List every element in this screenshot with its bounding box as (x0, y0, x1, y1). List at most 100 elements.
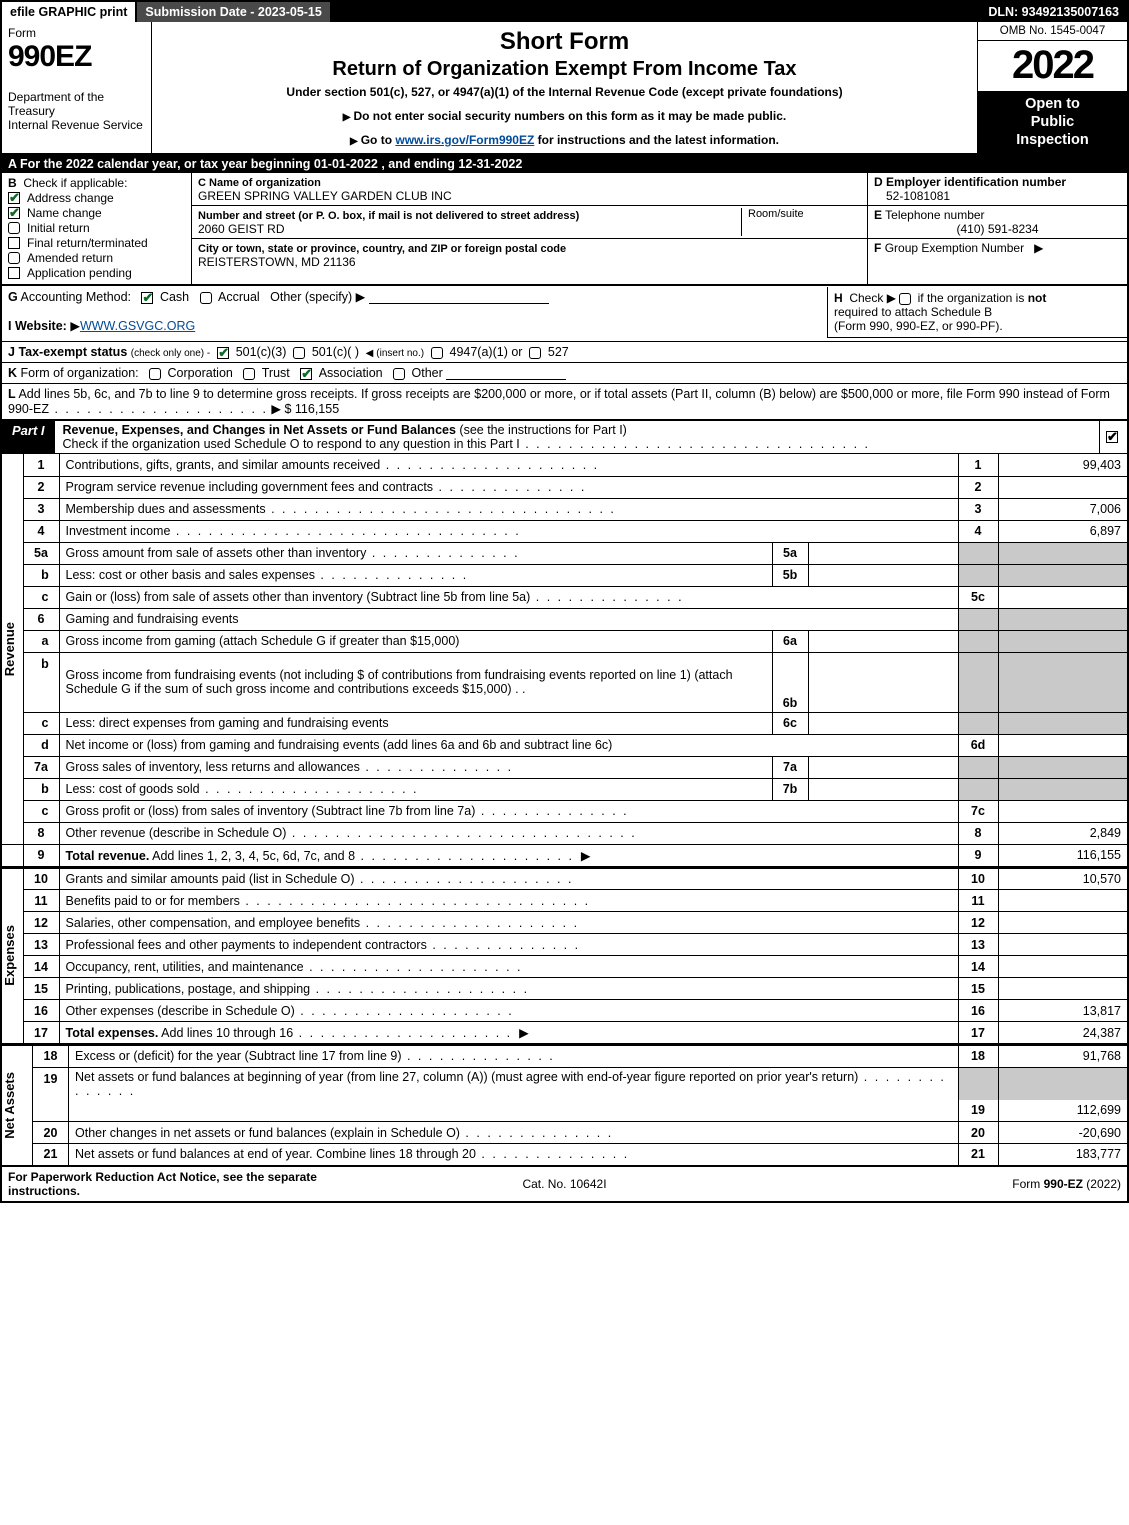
table-row: 5a Gross amount from sale of assets othe… (1, 542, 1128, 564)
table-row: 12 Salaries, other compensation, and emp… (1, 912, 1128, 934)
table-row: a Gross income from gaming (attach Sched… (1, 630, 1128, 652)
table-row: c Gross profit or (loss) from sales of i… (1, 800, 1128, 822)
chk-association[interactable] (300, 368, 312, 380)
submission-date: Submission Date - 2023-05-15 (137, 2, 331, 22)
table-row: 2 Program service revenue including gove… (1, 476, 1128, 498)
chk-name-change[interactable]: Name change (8, 206, 185, 220)
header-left: Form 990EZ Department of the Treasury In… (2, 22, 152, 153)
chk-other-org[interactable] (393, 368, 405, 380)
table-row: 21 Net assets or fund balances at end of… (1, 1144, 1128, 1166)
table-row: b Gross income from fundraising events (… (1, 652, 1128, 712)
chk-501c[interactable] (293, 347, 305, 359)
table-row: c Less: direct expenses from gaming and … (1, 712, 1128, 734)
table-row: d Net income or (loss) from gaming and f… (1, 734, 1128, 756)
chk-address-change[interactable]: Address change (8, 191, 185, 205)
ein-value: 52-1081081 (874, 189, 950, 203)
table-row: b Less: cost or other basis and sales ex… (1, 564, 1128, 586)
table-row: 20 Other changes in net assets or fund b… (1, 1122, 1128, 1144)
chk-cash[interactable] (141, 292, 153, 304)
table-row: 19 112,699 (1, 1100, 1128, 1122)
chk-527[interactable] (529, 347, 541, 359)
line-g-h: H Check ▶ if the organization is not req… (0, 286, 1129, 342)
chk-schedule-b[interactable] (899, 293, 911, 305)
table-row: Net Assets 18 Excess or (deficit) for th… (1, 1045, 1128, 1067)
chk-initial-return[interactable]: Initial return (8, 221, 185, 235)
line-h-box: H Check ▶ if the organization is not req… (827, 287, 1127, 338)
table-row: Revenue 1 Contributions, gifts, grants, … (1, 454, 1128, 476)
chk-schedule-o-part1[interactable] (1106, 431, 1118, 443)
form-footer-label: Form 990-EZ (2022) (750, 1177, 1121, 1191)
catalog-number: Cat. No. 10642I (379, 1177, 750, 1191)
part-1-tab: Part I (2, 421, 55, 453)
table-row: 4 Investment income 4 6,897 (1, 520, 1128, 542)
org-street: 2060 GEIST RD (198, 222, 284, 236)
dept-treasury: Department of the Treasury (8, 90, 145, 118)
chk-4947[interactable] (431, 347, 443, 359)
netassets-table: Net Assets 18 Excess or (deficit) for th… (0, 1044, 1129, 1167)
chk-501c3[interactable] (217, 347, 229, 359)
line-k: K Form of organization: Corporation Trus… (0, 363, 1129, 384)
form-header: Form 990EZ Department of the Treasury In… (0, 22, 1129, 155)
page-footer: For Paperwork Reduction Act Notice, see … (0, 1167, 1129, 1203)
room-suite: Room/suite (741, 208, 861, 236)
paperwork-notice: For Paperwork Reduction Act Notice, see … (8, 1170, 379, 1198)
table-row: 16 Other expenses (describe in Schedule … (1, 1000, 1128, 1022)
table-row: b Less: cost of goods sold 7b (1, 778, 1128, 800)
chk-final-return[interactable]: Final return/terminated (8, 236, 185, 250)
gross-receipts: $ 116,155 (284, 402, 339, 416)
irs-link[interactable]: www.irs.gov/Form990EZ (395, 133, 534, 147)
table-row: 19 Net assets or fund balances at beginn… (1, 1067, 1128, 1100)
expenses-table: Expenses 10 Grants and similar amounts p… (0, 867, 1129, 1045)
table-row: 9 Total revenue. Add lines 1, 2, 3, 4, 5… (1, 844, 1128, 866)
org-city: REISTERSTOWN, MD 21136 (198, 255, 356, 269)
subtitle-section: Under section 501(c), 527, or 4947(a)(1)… (160, 85, 969, 99)
instructions-link-line: Go to www.irs.gov/Form990EZ for instruct… (160, 133, 969, 147)
section-c: C Name of organization GREEN SPRING VALL… (192, 173, 867, 284)
telephone-value: (410) 591-8234 (874, 222, 1121, 236)
table-row: 8 Other revenue (describe in Schedule O)… (1, 822, 1128, 844)
top-bar: efile GRAPHIC print Submission Date - 20… (0, 0, 1129, 22)
section-b: B Check if applicable: Address change Na… (2, 173, 192, 284)
form-word: Form (8, 26, 145, 40)
table-row: c Gain or (loss) from sale of assets oth… (1, 586, 1128, 608)
title-return: Return of Organization Exempt From Incom… (160, 58, 969, 81)
table-row: 11 Benefits paid to or for members 11 (1, 890, 1128, 912)
omb-number: OMB No. 1545-0047 (978, 22, 1127, 41)
title-short-form: Short Form (160, 28, 969, 56)
table-row: 6 Gaming and fundraising events (1, 608, 1128, 630)
dln-label: DLN: 93492135007163 (980, 2, 1127, 22)
line-a-tax-year: A For the 2022 calendar year, or tax yea… (0, 155, 1129, 173)
chk-amended-return[interactable]: Amended return (8, 251, 185, 265)
tax-year: 2022 (978, 41, 1127, 91)
chk-application-pending[interactable]: Application pending (8, 266, 185, 280)
table-row: Expenses 10 Grants and similar amounts p… (1, 868, 1128, 890)
table-row: 14 Occupancy, rent, utilities, and maint… (1, 956, 1128, 978)
form-number: 990EZ (8, 40, 145, 74)
website-link[interactable]: WWW.GSVGC.ORG (80, 319, 195, 333)
chk-trust[interactable] (243, 368, 255, 380)
table-row: 3 Membership dues and assessments 3 7,00… (1, 498, 1128, 520)
revenue-vlabel: Revenue (2, 622, 17, 676)
header-center: Short Form Return of Organization Exempt… (152, 22, 977, 153)
chk-corporation[interactable] (149, 368, 161, 380)
chk-accrual[interactable] (200, 292, 212, 304)
section-def: D Employer identification number 52-1081… (867, 173, 1127, 284)
table-row: 15 Printing, publications, postage, and … (1, 978, 1128, 1000)
dept-irs: Internal Revenue Service (8, 118, 145, 132)
revenue-table: Revenue 1 Contributions, gifts, grants, … (0, 454, 1129, 867)
ssn-warning: Do not enter social security numbers on … (160, 109, 969, 123)
table-row: 7a Gross sales of inventory, less return… (1, 756, 1128, 778)
org-info-block: B Check if applicable: Address change Na… (0, 173, 1129, 286)
table-row: 13 Professional fees and other payments … (1, 934, 1128, 956)
part-1-title: Revenue, Expenses, and Changes in Net As… (55, 421, 1099, 453)
efile-print-button[interactable]: efile GRAPHIC print (2, 2, 137, 22)
topbar-spacer (332, 2, 981, 22)
part-1-header: Part I Revenue, Expenses, and Changes in… (0, 421, 1129, 454)
header-right: OMB No. 1545-0047 2022 Open to Public In… (977, 22, 1127, 153)
netassets-vlabel: Net Assets (2, 1072, 17, 1139)
inspection-badge: Open to Public Inspection (978, 91, 1127, 153)
line-l: L Add lines 5b, 6c, and 7b to line 9 to … (0, 384, 1129, 421)
line-j: J Tax-exempt status (check only one) - 5… (0, 342, 1129, 363)
table-row: 17 Total expenses. Add lines 10 through … (1, 1022, 1128, 1044)
org-name: GREEN SPRING VALLEY GARDEN CLUB INC (198, 189, 452, 203)
